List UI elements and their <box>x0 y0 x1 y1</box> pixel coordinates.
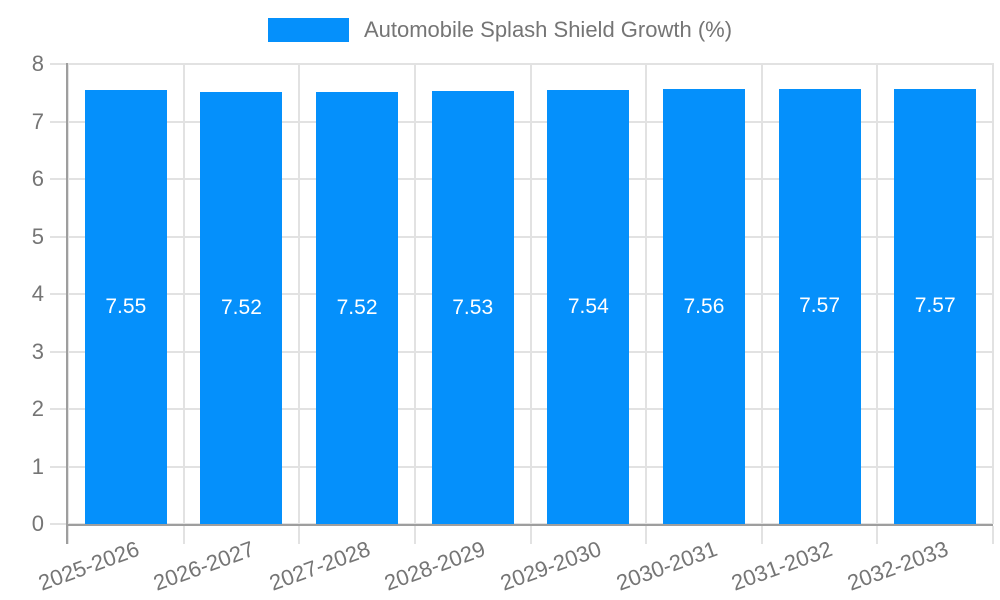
bar-value-label: 7.54 <box>567 295 609 319</box>
v-gridline <box>760 63 763 524</box>
y-tick <box>50 408 68 410</box>
y-tick <box>50 293 68 295</box>
y-tick-label: 0 <box>31 511 44 536</box>
y-tick <box>50 63 68 65</box>
y-tick-label: 8 <box>31 51 44 76</box>
bar-value-label: 7.56 <box>683 294 725 318</box>
y-tick-label: 7 <box>31 108 44 134</box>
x-tick-label: 2025-2026 <box>34 536 143 596</box>
y-tick <box>50 465 68 468</box>
y-tick-label: 2 <box>31 396 44 421</box>
v-gridline <box>992 63 994 524</box>
bar-value-label: 7.57 <box>914 294 956 318</box>
y-tick <box>50 523 68 525</box>
bar[interactable] <box>316 91 399 524</box>
v-gridline <box>182 63 185 524</box>
x-tick-label: 2030-2031 <box>612 536 721 596</box>
x-tick-label: 2028-2029 <box>381 536 489 596</box>
y-tick <box>50 235 68 238</box>
v-gridline <box>298 63 301 524</box>
v-gridline <box>645 63 648 524</box>
bar-value-label: 7.52 <box>336 295 378 319</box>
bar[interactable] <box>894 88 977 524</box>
bar[interactable] <box>84 89 167 524</box>
bar[interactable] <box>662 89 745 524</box>
bar[interactable] <box>431 91 514 524</box>
bar-value-label: 7.53 <box>452 295 494 319</box>
x-tick <box>182 526 185 544</box>
v-gridline <box>529 63 532 524</box>
x-tick-label: 2026-2027 <box>150 536 258 596</box>
v-gridline <box>67 63 69 524</box>
x-tick-label: 2032-2033 <box>843 536 952 596</box>
bar[interactable] <box>547 90 630 524</box>
bar[interactable] <box>778 88 861 524</box>
chart-legend[interactable]: Automobile Splash Shield Growth (%) <box>0 16 1000 44</box>
bar-value-label: 7.52 <box>221 295 262 319</box>
x-tick-label: 2029-2030 <box>497 536 605 596</box>
x-tick <box>645 526 648 544</box>
bar-value-label: 7.57 <box>799 294 840 318</box>
x-tick <box>876 526 879 544</box>
y-tick <box>50 178 68 180</box>
bar[interactable] <box>200 91 283 524</box>
x-tick-label: 2031-2032 <box>728 536 836 596</box>
x-tick <box>413 526 416 544</box>
legend-label: Automobile Splash Shield Growth (%) <box>363 17 733 42</box>
legend-swatch <box>267 18 349 42</box>
y-tick-label: 5 <box>31 223 44 249</box>
x-tick <box>992 526 994 544</box>
y-tick <box>50 350 68 353</box>
y-tick-label: 4 <box>31 281 44 306</box>
y-tick-label: 3 <box>31 338 44 364</box>
y-tick-label: 6 <box>31 166 44 191</box>
y-axis-line <box>66 63 68 544</box>
v-gridline <box>876 63 879 524</box>
x-tick <box>529 526 532 544</box>
x-tick <box>298 526 301 544</box>
x-tick-label: 2027-2028 <box>265 536 374 596</box>
bar-value-label: 7.55 <box>105 294 147 318</box>
v-gridline <box>413 63 416 524</box>
x-axis-line <box>66 524 993 526</box>
x-tick <box>67 526 69 544</box>
y-tick-label: 1 <box>31 453 44 479</box>
x-tick <box>760 526 763 544</box>
y-tick <box>50 120 68 123</box>
